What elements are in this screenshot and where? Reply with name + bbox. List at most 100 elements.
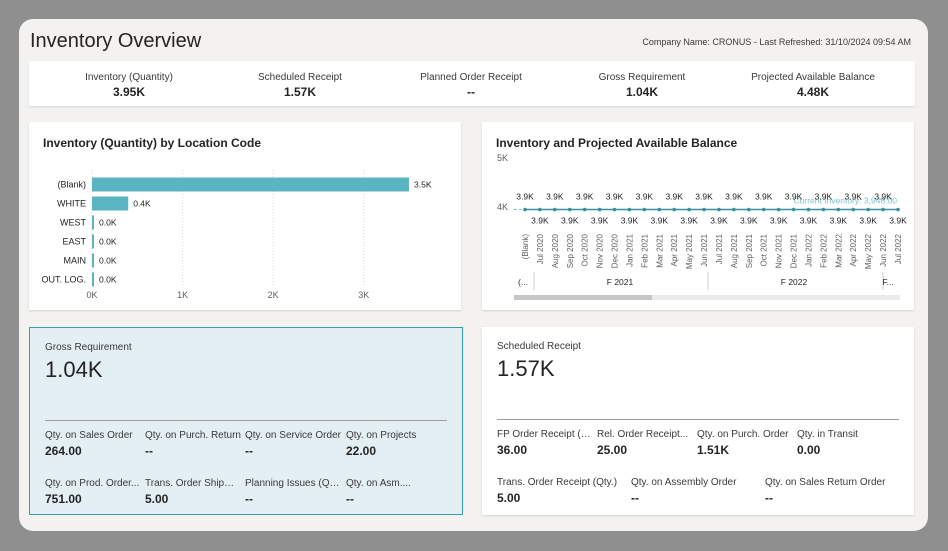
field-label: Qty. on Prod. Order...: [45, 478, 140, 489]
data-point[interactable]: [747, 207, 751, 212]
field-value: --: [765, 491, 773, 505]
data-label: 3.9K: [844, 192, 862, 202]
scheduled-receipt-card[interactable]: Scheduled Receipt 1.57K FP Order Receipt…: [482, 327, 914, 515]
x-tick-label: Jul 2022: [894, 233, 903, 264]
x-tick-label: Jun 2022: [879, 233, 888, 266]
field-label: Qty. on Sales Return Order: [765, 477, 886, 488]
bar[interactable]: [92, 196, 129, 211]
kpi-value: 3.95K: [112, 85, 146, 99]
x-tick-label: Oct 2020: [581, 233, 590, 266]
bar[interactable]: [92, 177, 409, 192]
x-tick-label: Jul 2021: [715, 233, 724, 264]
x-tick-label: 0K: [86, 290, 97, 300]
bar[interactable]: [92, 215, 94, 230]
kpi-strip: Inventory (Quantity) 3.95K Scheduled Rec…: [29, 61, 915, 106]
field-qty-on-sales-order: Qty. on Sales Order 264.00: [45, 430, 141, 458]
data-label: 0.0K: [99, 237, 117, 247]
field-label: Qty. on Purch. Order: [697, 429, 789, 440]
bar[interactable]: [92, 272, 94, 287]
x-group-label: F 2022: [781, 277, 808, 287]
category-label: OUT. LOG.: [41, 275, 86, 285]
kpi-projected-available-balance[interactable]: Projected Available Balance 4.48K: [713, 61, 913, 106]
x-tick-label: Mar 2022: [834, 233, 843, 267]
data-point[interactable]: [881, 207, 885, 212]
field-value: --: [346, 492, 354, 506]
data-point[interactable]: [717, 207, 721, 212]
data-label: 3.9K: [725, 192, 743, 202]
kpi-scheduled-receipt[interactable]: Scheduled Receipt 1.57K: [200, 61, 400, 106]
x-tick-label: 1K: [177, 290, 188, 300]
field-value: --: [245, 444, 253, 458]
scheduled-receipt-value: 1.57K: [497, 356, 555, 381]
y-tick-label: 4K: [497, 202, 508, 212]
bar[interactable]: [92, 234, 94, 249]
x-tick-label: May 2021: [685, 233, 694, 269]
data-point[interactable]: [806, 207, 811, 212]
x-tick-label: Dec 2020: [611, 233, 620, 268]
x-tick-label: Jul 2020: [536, 233, 545, 264]
scheduled-receipt-label: Scheduled Receipt: [497, 341, 581, 352]
field-value: --: [631, 491, 639, 505]
data-point[interactable]: [612, 207, 617, 212]
data-point[interactable]: [538, 207, 542, 212]
data-point[interactable]: [851, 207, 856, 212]
report-header: Inventory Overview Company Name: CRONUS …: [19, 19, 928, 61]
refresh-info: Company Name: CRONUS - Last Refreshed: 3…: [642, 37, 911, 47]
field-rel-order-receipt: Rel. Order Receipt... 25.00: [597, 429, 693, 457]
data-point[interactable]: [672, 207, 676, 212]
data-point[interactable]: [567, 207, 572, 212]
field-label: Qty. on Projects: [346, 430, 417, 441]
data-point[interactable]: [836, 207, 841, 212]
data-point[interactable]: [597, 207, 602, 212]
data-label: 3.9K: [516, 192, 534, 202]
scrollbar-thumb[interactable]: [514, 295, 652, 300]
data-point[interactable]: [866, 207, 870, 212]
data-point[interactable]: [523, 207, 527, 212]
kpi-label: Planned Order Receipt: [420, 72, 522, 83]
data-point[interactable]: [761, 207, 766, 212]
x-tick-label: 2K: [268, 290, 279, 300]
balance-chart-card[interactable]: Inventory and Projected Available Balanc…: [482, 122, 914, 310]
data-point[interactable]: [627, 207, 632, 212]
data-point[interactable]: [553, 207, 557, 212]
divider: [45, 420, 447, 421]
gross-requirement-value: 1.04K: [45, 357, 103, 382]
x-tick-label: Feb 2021: [640, 233, 649, 267]
data-point[interactable]: [687, 207, 691, 212]
x-group-label: F 2021: [607, 277, 634, 287]
data-label: 0.4K: [133, 199, 151, 209]
kpi-value: 4.48K: [796, 85, 830, 99]
balance-chart-title: Inventory and Projected Available Balanc…: [496, 136, 738, 150]
field-trans-order-receipt: Trans. Order Receipt (Qty.) 5.00: [497, 477, 627, 505]
data-point[interactable]: [582, 207, 587, 212]
kpi-inventory-quantity[interactable]: Inventory (Quantity) 3.95K: [29, 61, 229, 106]
kpi-gross-requirement[interactable]: Gross Requirement 1.04K: [542, 61, 742, 106]
x-tick-label: Jun 2021: [700, 233, 709, 266]
data-point[interactable]: [896, 207, 900, 212]
field-qty-in-transit: Qty. in Transit 0.00: [797, 429, 893, 457]
data-point[interactable]: [702, 207, 706, 212]
kpi-planned-order-receipt[interactable]: Planned Order Receipt --: [371, 61, 571, 106]
location-chart-card[interactable]: Inventory (Quantity) by Location Code 0K…: [29, 122, 461, 310]
gross-requirement-card[interactable]: Gross Requirement 1.04K Qty. on Sales Or…: [29, 327, 463, 515]
x-tick-label: 3K: [358, 290, 369, 300]
bar[interactable]: [92, 253, 94, 268]
data-point[interactable]: [776, 207, 781, 212]
data-label: 3.9K: [561, 216, 579, 226]
data-point[interactable]: [821, 207, 826, 212]
data-point[interactable]: [732, 207, 736, 212]
field-label: Qty. in Transit: [797, 429, 858, 440]
data-label: 3.9K: [755, 192, 773, 202]
x-tick-label: Feb 2022: [819, 233, 828, 267]
data-label: 3.9K: [815, 192, 833, 202]
x-tick-label: Apr 2022: [849, 233, 858, 266]
data-point[interactable]: [791, 207, 796, 212]
location-bar-chart[interactable]: 0K 1K 2K 3K (Blank) 3.5K WHITE 0.4K WEST 0.0K EAST…: [29, 122, 461, 310]
field-value: 5.00: [497, 491, 521, 505]
field-qty-on-assembly-order: Qty. on Assembly Order --: [631, 477, 761, 505]
data-point[interactable]: [657, 207, 662, 212]
data-point[interactable]: [642, 207, 647, 212]
scrollbar-track[interactable]: [514, 295, 900, 300]
field-planning-issues: Planning Issues (Qty.) --: [245, 478, 341, 506]
